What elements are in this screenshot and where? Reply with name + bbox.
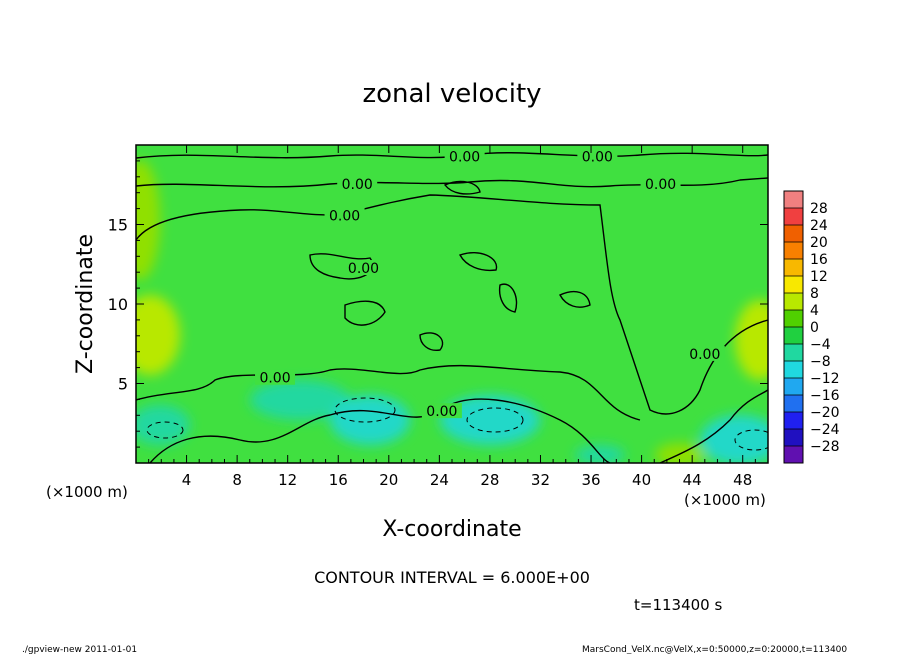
footer-right: MarsCond_VelX.nc@VelX,x=0:50000,z=0:2000… [582, 645, 847, 654]
colorbar-label: 8 [810, 286, 819, 302]
contour-label-bg [640, 175, 681, 191]
x-tick-label: 40 [632, 471, 651, 489]
x-tick-label: 16 [329, 471, 348, 489]
colorbar-swatch [784, 310, 803, 327]
x-tick-label: 12 [278, 471, 297, 489]
colorbar-swatch [784, 412, 803, 429]
colorbar-label: 0 [810, 320, 819, 336]
colorbar-label: 16 [810, 252, 828, 268]
contour-label-bg [577, 148, 618, 164]
colorbar-swatch [784, 225, 803, 242]
contour-label: 0.00 [259, 371, 290, 387]
y-tick-label: 10 [108, 295, 128, 314]
y-tick-label: 15 [108, 216, 128, 235]
y-axis-label: Z-coordinate [73, 234, 98, 374]
contour-label: 0.00 [449, 150, 480, 166]
contour-label: 0.00 [689, 347, 720, 363]
colorbar-label: −4 [810, 337, 831, 353]
x-tick-label: 20 [379, 471, 398, 489]
y-axis: 5 10 15 [108, 160, 768, 448]
colorbar-label: −12 [810, 371, 840, 387]
colorbar-label: −8 [810, 354, 831, 370]
colorbar-label: −24 [810, 422, 840, 438]
footer-left: ./gpview-new 2011-01-01 [22, 645, 137, 654]
contour-label: 0.00 [426, 404, 457, 420]
x-tick-label: 36 [581, 471, 600, 489]
field-shading [136, 160, 768, 463]
contour-label-bg [255, 369, 296, 385]
colorbar-label: 20 [810, 235, 828, 251]
contour-label-bg [444, 148, 485, 164]
x-tick-label: 24 [430, 471, 449, 489]
x-tick-label: 44 [683, 471, 702, 489]
contour-label: 0.00 [582, 150, 613, 166]
colorbar-label: 12 [810, 269, 828, 285]
contour-label-bg [324, 207, 365, 223]
x-unit-left: (×1000 m) [46, 483, 128, 501]
colorbar-swatch [784, 276, 803, 293]
chart-title: zonal velocity [362, 79, 541, 109]
x-tick-label: 4 [182, 471, 192, 489]
x-tick-label: 48 [733, 471, 752, 489]
x-tick-label: 8 [232, 471, 242, 489]
contour-label-bg [337, 175, 378, 191]
colorbar-swatch [784, 344, 803, 361]
contour-interval-note: CONTOUR INTERVAL = 6.000E+00 [314, 568, 590, 587]
contour-label: 0.00 [645, 177, 676, 193]
colorbar-label: 24 [810, 218, 828, 234]
x-tick-label: 28 [480, 471, 499, 489]
x-axis-label: X-coordinate [382, 517, 521, 542]
colorbar-label: −20 [810, 405, 840, 421]
colorbar-label: 28 [810, 201, 828, 217]
colorbar-swatch [784, 378, 803, 395]
contour-label: 0.00 [342, 177, 373, 193]
colorbar-swatch [784, 293, 803, 310]
colorbar-label: −28 [810, 439, 840, 455]
contour-label-bg [343, 260, 384, 276]
contour-label-bg [421, 403, 462, 419]
colorbar-swatch [784, 429, 803, 446]
contour-label: 0.00 [348, 261, 379, 277]
x-tick-label: 32 [531, 471, 550, 489]
y-tick-label: 5 [118, 375, 128, 394]
contour-label-layer: 0.00 0.00 0.00 0.00 0.00 0.00 0.00 0.00 0.00 [255, 148, 725, 420]
colorbar-label: −16 [810, 388, 840, 404]
contour-lines-negative [146, 397, 768, 451]
colorbar-swatch [784, 259, 803, 276]
contour-label-bg [684, 345, 725, 361]
contour-label: 0.00 [329, 209, 360, 225]
colorbar-swatch [784, 191, 803, 208]
colorbar-swatch [784, 242, 803, 259]
x-unit-right: (×1000 m) [684, 491, 766, 509]
colorbar-swatch [784, 327, 803, 344]
colorbar-swatch [784, 395, 803, 412]
colorbar-swatch [784, 208, 803, 225]
colorbar-swatch [784, 361, 803, 378]
colorbar-label: 4 [810, 303, 819, 319]
time-label: t=113400 s [634, 596, 722, 614]
colorbar-swatch [784, 446, 803, 463]
x-axis: 4 8 12 16 20 24 28 32 36 40 44 48 [148, 145, 756, 489]
plot-area [136, 145, 768, 463]
